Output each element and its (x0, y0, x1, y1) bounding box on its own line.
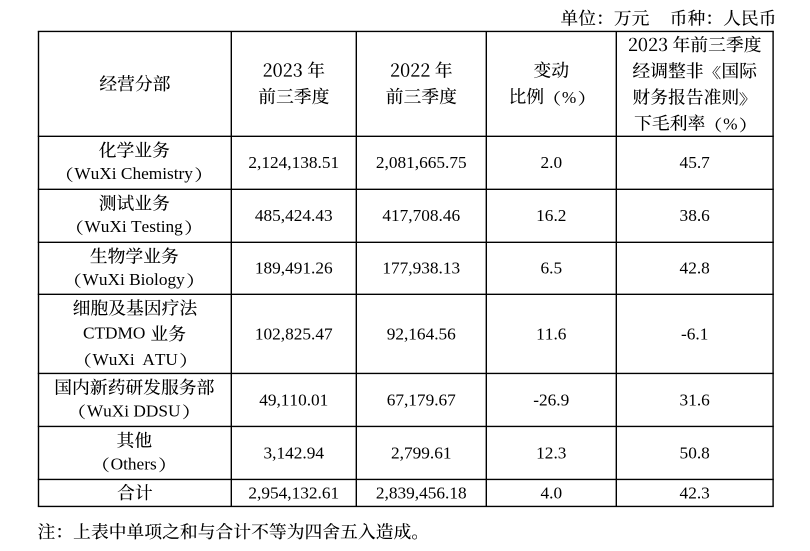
svg-text:12.3: 12.3 (536, 443, 566, 462)
svg-text:ATU: ATU (142, 350, 178, 369)
svg-text:177,938.13: 177,938.13 (382, 259, 460, 278)
svg-text:3,142.94: 3,142.94 (264, 443, 325, 462)
svg-text:2,839,456.18: 2,839,456.18 (376, 483, 467, 502)
svg-text:2,799.61: 2,799.61 (391, 443, 451, 462)
svg-text:16.2: 16.2 (536, 206, 566, 225)
svg-text:WuXi DDSU: WuXi DDSU (87, 401, 181, 420)
svg-text:2,124,138.51: 2,124,138.51 (248, 153, 339, 172)
svg-text:Others: Others (111, 454, 157, 473)
svg-text:WuXi Chemistry: WuXi Chemistry (74, 164, 193, 183)
svg-text:WuXi Biology: WuXi Biology (83, 270, 186, 289)
svg-text:%: % (562, 88, 576, 107)
svg-text:2,081,665.75: 2,081,665.75 (376, 153, 467, 172)
svg-text:4.0: 4.0 (540, 483, 562, 502)
svg-text:417,708.46: 417,708.46 (382, 206, 460, 225)
svg-text:42.3: 42.3 (680, 483, 710, 502)
svg-text:67,179.67: 67,179.67 (387, 390, 456, 409)
svg-text:50.8: 50.8 (680, 443, 710, 462)
svg-text:45.7: 45.7 (680, 153, 711, 172)
svg-text:CTDMO: CTDMO (83, 324, 145, 343)
svg-text:11.6: 11.6 (536, 324, 567, 343)
svg-text:485,424.43: 485,424.43 (255, 206, 333, 225)
svg-text:%: % (723, 115, 737, 134)
svg-text:189,491.26: 189,491.26 (255, 259, 333, 278)
svg-text:WuXi: WuXi (92, 350, 134, 369)
svg-text:-26.9: -26.9 (533, 390, 569, 409)
svg-text:49,110.01: 49,110.01 (259, 390, 328, 409)
svg-text:92,164.56: 92,164.56 (387, 324, 456, 343)
svg-text:-6.1: -6.1 (681, 324, 708, 343)
svg-text:2.0: 2.0 (540, 153, 562, 172)
svg-text:102,825.47: 102,825.47 (255, 324, 333, 343)
svg-text:38.6: 38.6 (680, 206, 711, 225)
svg-text:6.5: 6.5 (540, 259, 562, 278)
svg-text:31.6: 31.6 (680, 390, 711, 409)
svg-text:42.8: 42.8 (680, 259, 710, 278)
svg-text:2,954,132.61: 2,954,132.61 (248, 483, 339, 502)
svg-text:WuXi Testing: WuXi Testing (84, 217, 183, 236)
